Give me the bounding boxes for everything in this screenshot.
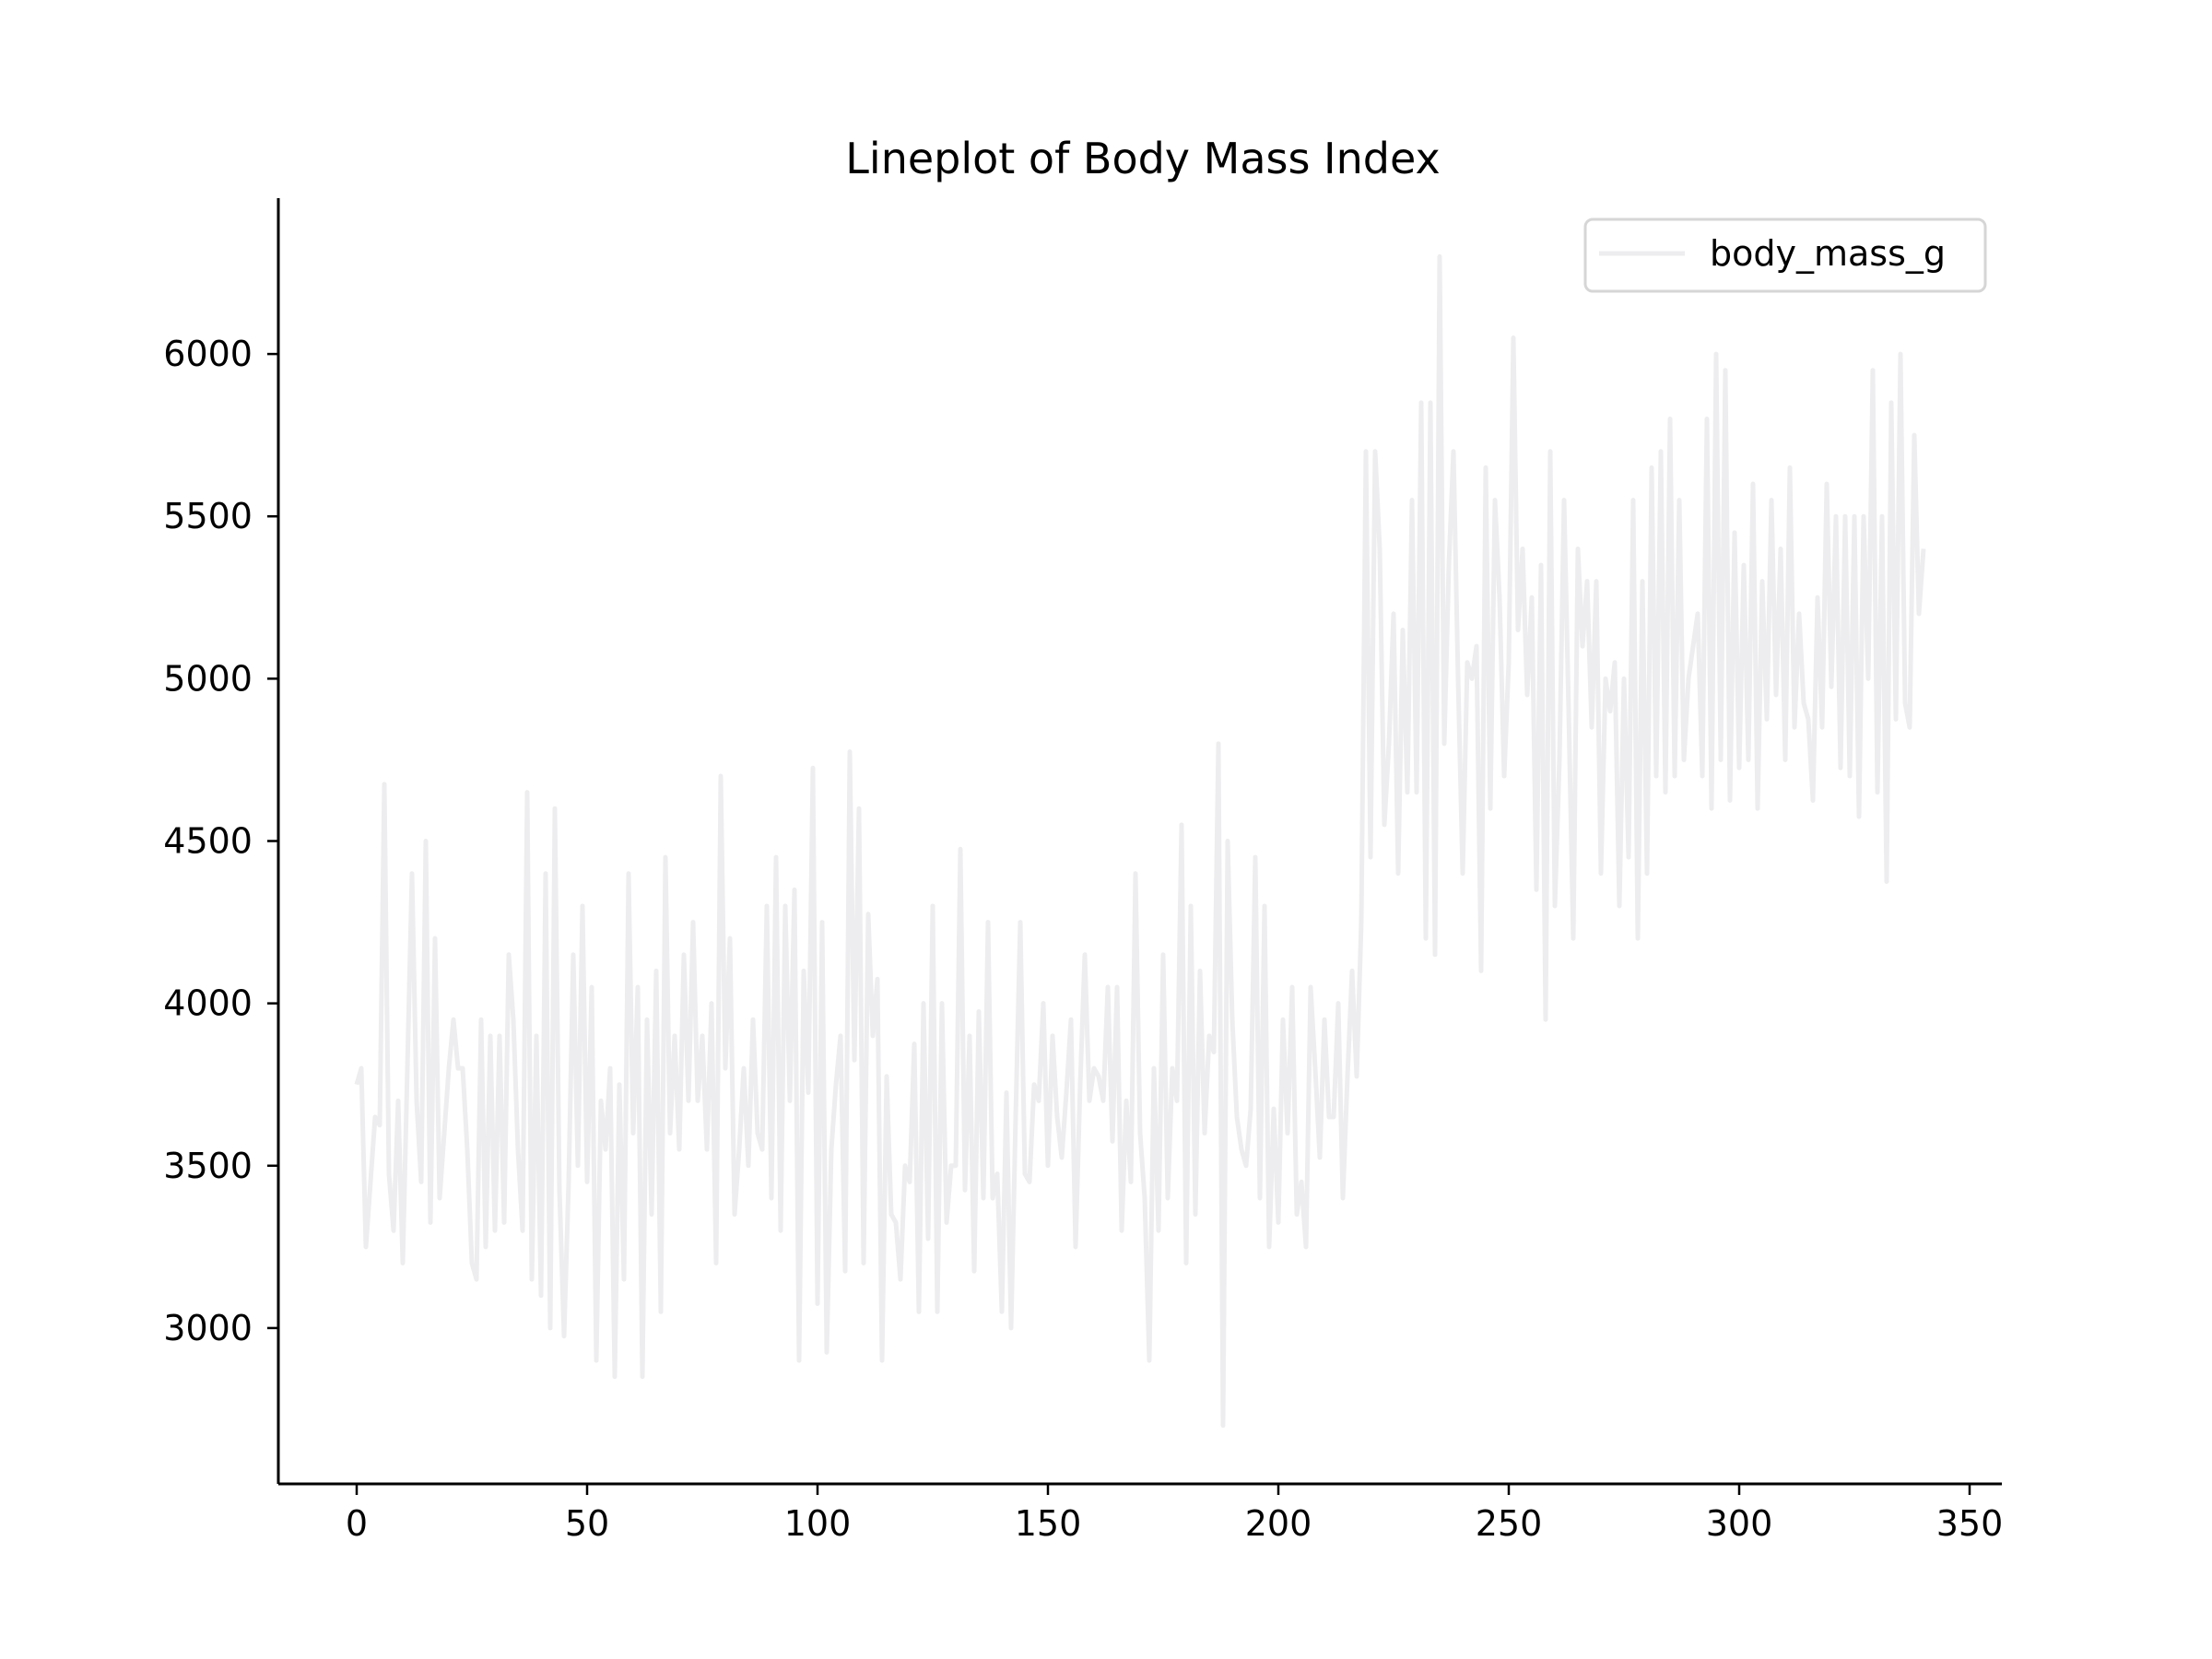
- axes: 0 50 100 150 200 250 300 350 3000 3500 4000 4500 500…: [163, 198, 2003, 1544]
- y-tick-label: 5500: [163, 496, 253, 536]
- y-tick-label: 6000: [163, 334, 253, 374]
- x-tick-label: 350: [1936, 1503, 2004, 1544]
- x-tick-label: 50: [565, 1503, 609, 1544]
- plot-area: [354, 253, 1926, 1429]
- y-tick-label: 3000: [163, 1308, 253, 1348]
- series-line-body_mass_g: [354, 253, 1926, 1429]
- legend-frame: [1583, 218, 1987, 293]
- x-tick-label: 150: [1015, 1503, 1082, 1544]
- legend-label: body_mass_g: [1710, 233, 1946, 274]
- legend: body_mass_g: [1583, 218, 1987, 293]
- x-tick-label: 0: [346, 1503, 368, 1544]
- y-tick-label: 5000: [163, 658, 253, 699]
- x-tick-label: 200: [1245, 1503, 1312, 1544]
- y-tick-label: 3500: [163, 1146, 253, 1186]
- x-tick-label: 300: [1706, 1503, 1773, 1544]
- x-tick-label: 100: [784, 1503, 852, 1544]
- y-tick-label: 4500: [163, 821, 253, 862]
- y-tick-label: 4000: [163, 983, 253, 1024]
- x-tick-label: 250: [1476, 1503, 1543, 1544]
- chart-title: Lineplot of Body Mass Index: [845, 134, 1440, 183]
